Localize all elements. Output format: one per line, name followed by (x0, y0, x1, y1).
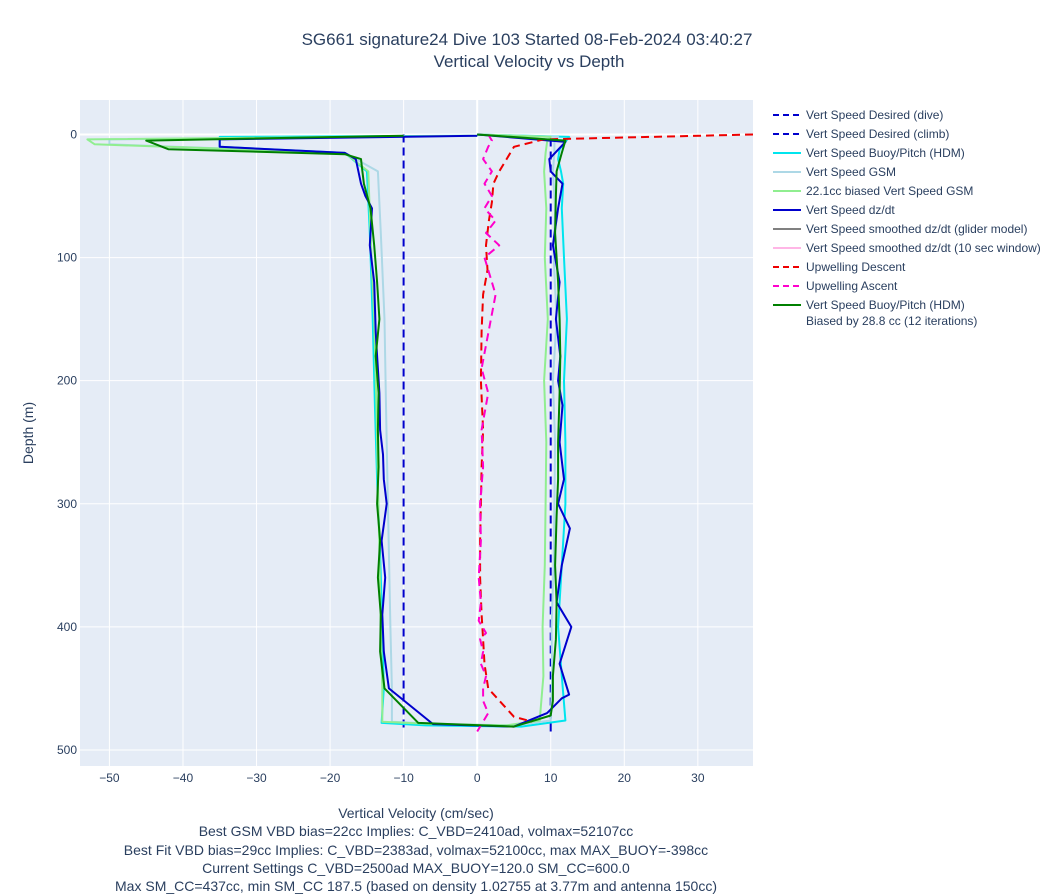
note-current-settings: Current Settings C_VBD=2500ad MAX_BUOY=1… (202, 860, 630, 876)
y-tick-label: 0 (70, 127, 77, 141)
note-max-sm-cc: Max SM_CC=437cc, min SM_CC 187.5 (based … (115, 878, 717, 894)
x-tick-label: −20 (320, 771, 341, 785)
legend-label: Upwelling Ascent (806, 279, 898, 293)
legend-item[interactable]: Vert Speed smoothed dz/dt (glider model) (773, 222, 1027, 236)
legend-label: 22.1cc biased Vert Speed GSM (806, 184, 973, 198)
x-axis-label: Vertical Velocity (cm/sec) (338, 805, 494, 821)
legend-item[interactable]: Vert Speed smoothed dz/dt (10 sec window… (773, 241, 1041, 255)
legend-label: Vert Speed Desired (climb) (806, 127, 949, 141)
legend-label: Vert Speed Buoy/Pitch (HDM) (806, 298, 965, 312)
legend: Vert Speed Desired (dive) Vert Speed Desi… (773, 108, 1041, 328)
x-tick-labels: −50 −40 −30 −20 −10 0 10 20 30 (99, 771, 705, 785)
chart-title: SG661 signature24 Dive 103 Started 08-Fe… (302, 30, 753, 49)
legend-item[interactable]: Vert Speed Buoy/Pitch (HDM) (773, 146, 965, 160)
legend-label: Vert Speed Buoy/Pitch (HDM) (806, 146, 965, 160)
x-gridlines (108, 100, 699, 766)
x-tick-label: 10 (544, 771, 558, 785)
legend-label: Upwelling Descent (806, 260, 906, 274)
chart-subtitle: Vertical Velocity vs Depth (434, 52, 625, 71)
note-best-gsm: Best GSM VBD bias=22cc Implies: C_VBD=24… (199, 823, 634, 839)
series-line-9 (476, 133, 501, 733)
legend-item[interactable]: Vert Speed Desired (climb) (773, 127, 949, 141)
legend-item[interactable]: Upwelling Ascent (773, 279, 898, 293)
legend-label: Vert Speed smoothed dz/dt (glider model) (806, 222, 1027, 236)
series-line-3 (108, 133, 560, 727)
legend-item[interactable]: Vert Speed GSM (773, 165, 896, 179)
x-tick-label: −40 (173, 771, 194, 785)
legend-item[interactable]: 22.1cc biased Vert Speed GSM (773, 184, 973, 198)
x-tick-label: 30 (691, 771, 705, 785)
series-line-8 (479, 133, 753, 723)
legend-item[interactable]: Vert Speed dz/dt (773, 203, 895, 217)
series-lines (86, 133, 753, 733)
x-tick-label: 20 (618, 771, 632, 785)
y-tick-label: 100 (57, 251, 77, 265)
note-best-fit: Best Fit VBD bias=29cc Implies: C_VBD=23… (124, 842, 708, 858)
legend-item[interactable]: Vert Speed Buoy/Pitch (HDM) Biased by 28.… (773, 298, 977, 328)
x-tick-label: −30 (246, 771, 267, 785)
y-tick-label: 500 (57, 743, 77, 757)
legend-label: Vert Speed GSM (806, 165, 896, 179)
x-tick-label: −10 (393, 771, 414, 785)
y-tick-label: 300 (57, 497, 77, 511)
series-line-10 (145, 133, 567, 728)
legend-label: Vert Speed dz/dt (806, 203, 895, 217)
legend-item[interactable]: Vert Speed Desired (dive) (773, 108, 943, 122)
x-tick-label: −50 (99, 771, 120, 785)
legend-item[interactable]: Upwelling Descent (773, 260, 906, 274)
legend-label: Biased by 28.8 cc (12 iterations) (806, 314, 977, 328)
y-gridlines (80, 133, 753, 751)
plot-area[interactable] (80, 100, 753, 766)
legend-label: Vert Speed smoothed dz/dt (10 sec window… (806, 241, 1041, 255)
y-axis-label: Depth (m) (20, 402, 36, 464)
y-tick-labels: 0 100 200 300 400 500 (57, 127, 77, 757)
legend-label: Vert Speed Desired (dive) (806, 108, 943, 122)
y-tick-label: 200 (57, 374, 77, 388)
x-tick-label: 0 (474, 771, 481, 785)
y-tick-label: 400 (57, 620, 77, 634)
